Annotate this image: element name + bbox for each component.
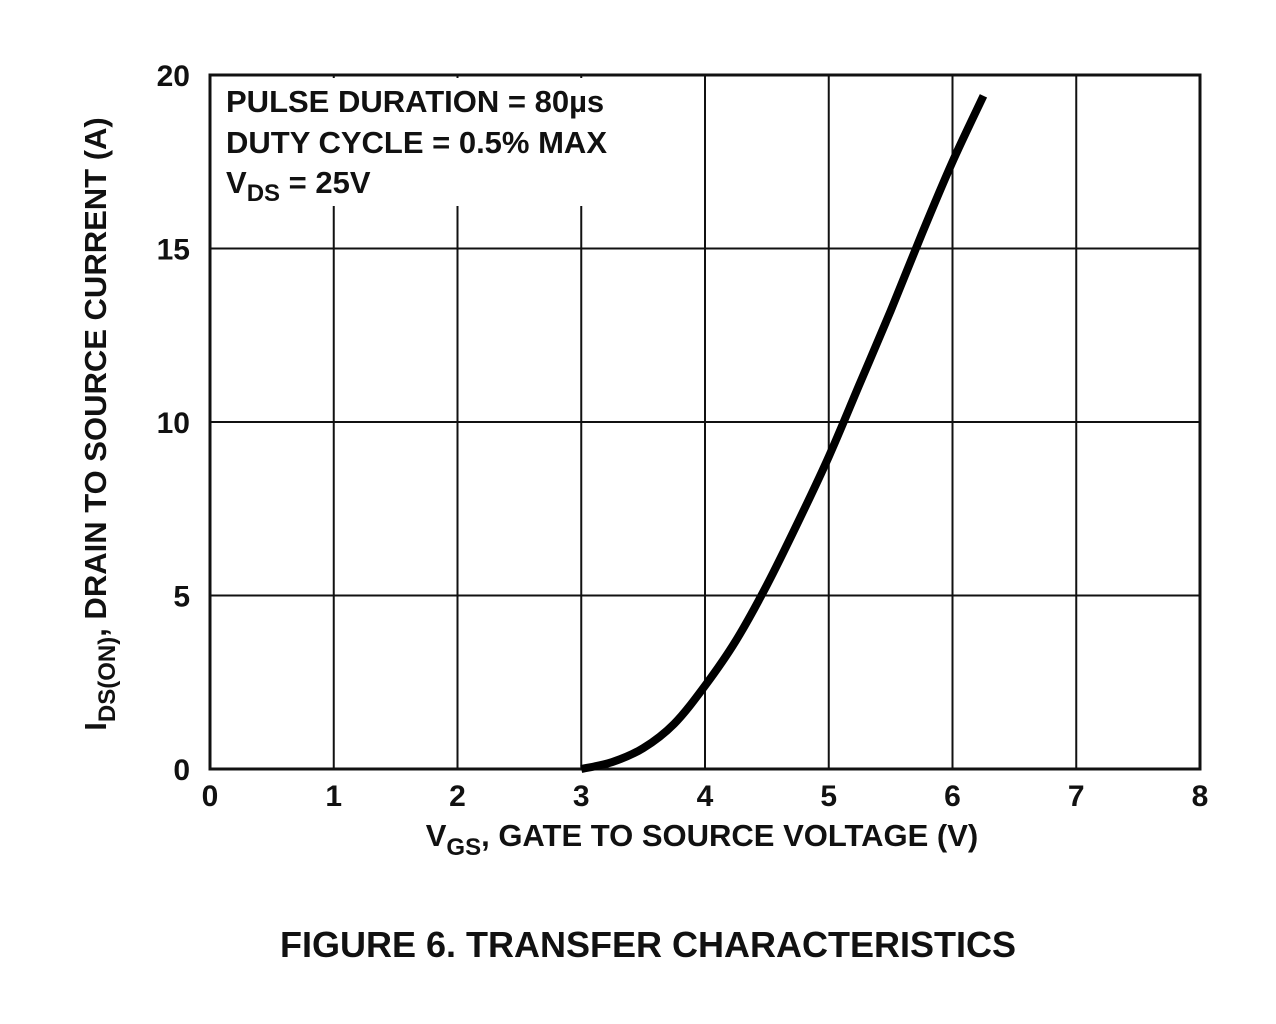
curve (580, 94, 988, 773)
y-tick-label-5: 5 (173, 581, 190, 614)
y-axis-label-rest: , DRAIN TO SOURCE CURRENT (A) (78, 117, 113, 637)
plot-frame (208, 73, 1202, 771)
x-tick-label-4: 4 (697, 780, 714, 813)
y-tick-labels: 0 5 10 15 20 (157, 60, 190, 787)
series-line-0 (580, 94, 988, 773)
annotation-duty-cycle: DUTY CYCLE = 0.5% MAX (226, 125, 607, 160)
x-tick-label-8: 8 (1192, 780, 1209, 813)
x-tick-label-0: 0 (202, 780, 219, 813)
annotation-background (214, 78, 654, 206)
x-axis-label-main: V (426, 818, 447, 853)
x-tick-label-3: 3 (573, 780, 590, 813)
figure-caption: FIGURE 6. TRANSFER CHARACTERISTICS (280, 924, 1016, 965)
x-axis-label-sub: GS (446, 834, 481, 861)
annotation-pulse-duration: PULSE DURATION = 80µs (226, 84, 604, 119)
x-tick-label-6: 6 (944, 780, 961, 813)
x-tick-label-5: 5 (820, 780, 837, 813)
y-axis-label: IDS(ON), DRAIN TO SOURCE CURRENT (A) (78, 117, 121, 731)
y-axis-label-main: I (78, 722, 113, 731)
annotation-vds-rest: = 25V (280, 165, 371, 200)
y-tick-label-15: 15 (157, 234, 190, 267)
plot-border (208, 73, 1202, 771)
x-tick-label-1: 1 (325, 780, 342, 813)
y-tick-label-10: 10 (157, 407, 190, 440)
x-tick-label-2: 2 (449, 780, 466, 813)
y-tick-label-0: 0 (173, 754, 190, 787)
annotation-vds: VDS = 25V (226, 165, 371, 207)
annotation-vds-sub: DS (247, 180, 280, 207)
x-tick-labels: 0 1 2 3 4 5 6 7 8 (202, 780, 1209, 813)
x-axis-label-rest: , GATE TO SOURCE VOLTAGE (V) (481, 818, 978, 853)
x-tick-label-7: 7 (1068, 780, 1085, 813)
y-tick-label-20: 20 (157, 60, 190, 93)
annotation-vds-main: V (226, 165, 247, 200)
y-axis-label-sub: DS(ON) (94, 637, 121, 722)
x-axis-label: VGS, GATE TO SOURCE VOLTAGE (V) (426, 818, 979, 861)
